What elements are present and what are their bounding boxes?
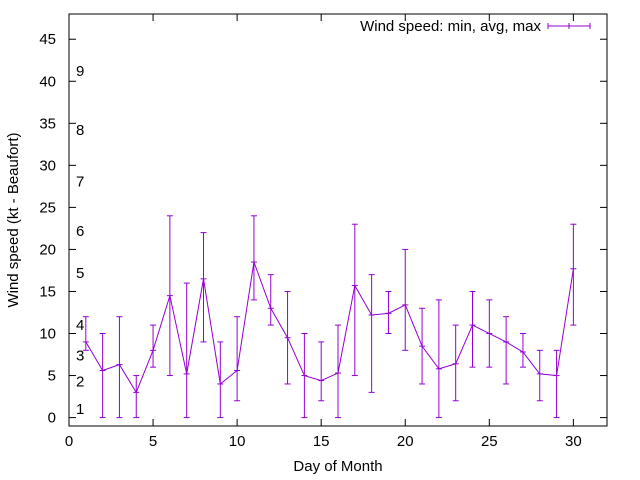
legend: Wind speed: min, avg, max <box>360 18 591 35</box>
error-bar <box>183 282 190 419</box>
error-bar <box>99 333 106 419</box>
legend-swatch <box>547 23 591 29</box>
series-line-group <box>82 261 577 394</box>
y-tick-label: 45 <box>39 31 56 48</box>
error-bar <box>435 299 442 419</box>
error-bar <box>553 349 560 419</box>
x-axis-title: Day of Month <box>293 458 382 475</box>
error-bar <box>318 341 325 402</box>
error-bar <box>351 223 358 377</box>
beaufort-label: 5 <box>76 265 84 282</box>
error-bar <box>150 324 157 368</box>
beaufort-label: 2 <box>76 373 84 390</box>
error-bar <box>82 316 89 351</box>
y-tick-label: 5 <box>48 368 56 385</box>
series-line-avg <box>85 261 574 394</box>
axis-ticks <box>68 14 607 426</box>
y-axis-title: Wind speed (kt - Beaufort) <box>5 132 22 307</box>
error-bar <box>267 274 274 326</box>
error-bar <box>133 375 140 419</box>
x-tick-label: 20 <box>397 433 414 450</box>
beaufort-label: 4 <box>76 317 84 334</box>
error-bar <box>385 290 392 335</box>
x-tick-label: 15 <box>313 433 330 450</box>
error-bar <box>234 316 241 402</box>
legend-label: Wind speed: min, avg, max <box>360 18 541 35</box>
error-bar <box>536 349 543 402</box>
y-tick-label: 0 <box>48 410 56 427</box>
error-bar <box>200 232 207 343</box>
beaufort-label: 1 <box>76 401 84 418</box>
x-tick-label: 5 <box>149 433 157 450</box>
x-tick-label: 25 <box>481 433 498 450</box>
beaufort-label: 7 <box>76 173 84 190</box>
x-tick-label: 10 <box>229 433 246 450</box>
y-tick-label: 10 <box>39 326 56 343</box>
error-bar <box>217 341 224 419</box>
error-bar <box>503 316 510 385</box>
x-tick-label: 30 <box>565 433 582 450</box>
error-bar <box>250 215 257 301</box>
error-bar <box>402 248 409 351</box>
error-bar <box>368 274 375 393</box>
x-tick-label: 0 <box>65 433 73 450</box>
beaufort-label: 6 <box>76 223 84 240</box>
beaufort-label: 8 <box>76 122 84 139</box>
error-bar <box>519 333 526 368</box>
beaufort-label: 3 <box>76 347 84 364</box>
error-bar <box>469 290 476 368</box>
y-tick-label: 20 <box>39 241 56 258</box>
y-tick-label: 30 <box>39 157 56 174</box>
beaufort-label: 9 <box>76 63 84 80</box>
beaufort-scale-labels: 1 2 3 4 5 6 7 8 9 <box>76 63 84 418</box>
error-bar <box>570 223 577 326</box>
y-tick-label: 40 <box>39 73 56 90</box>
plot-frame <box>68 13 608 427</box>
y-tick-label: 35 <box>39 115 56 132</box>
error-bar <box>116 316 123 419</box>
y-tick-label: 15 <box>39 283 56 300</box>
y-tick-label: 25 <box>39 199 56 216</box>
